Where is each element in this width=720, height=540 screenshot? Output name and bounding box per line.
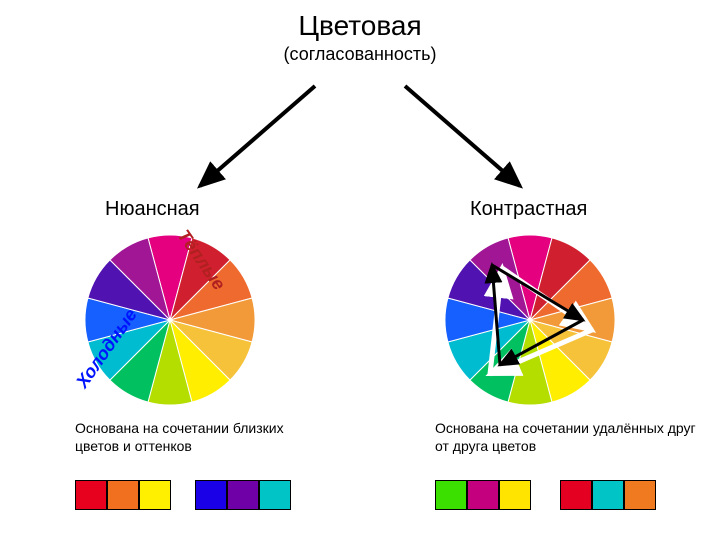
color-swatch [259, 480, 291, 510]
left-caption: Основана на сочетании близких цветов и о… [75, 420, 305, 455]
color-swatch [467, 480, 499, 510]
color-swatch [75, 480, 107, 510]
color-swatch [435, 480, 467, 510]
color-swatch [560, 480, 592, 510]
right-branch-label: Контрастная [470, 198, 587, 221]
color-wheel-right [440, 230, 620, 410]
color-swatch [624, 480, 656, 510]
swatch-group-left-b [195, 480, 291, 510]
arrow-left-icon [200, 86, 315, 186]
right-caption: Основана на сочетании удалённых друг от … [435, 420, 705, 455]
swatch-group-right-b [560, 480, 656, 510]
color-swatch [499, 480, 531, 510]
color-wheel-left [80, 230, 260, 410]
swatch-group-right-a [435, 480, 531, 510]
arrow-right-icon [405, 86, 520, 186]
swatch-group-left-a [75, 480, 171, 510]
left-branch-label: Нюансная [105, 198, 200, 221]
color-swatch [139, 480, 171, 510]
color-swatch [227, 480, 259, 510]
color-swatch [195, 480, 227, 510]
color-swatch [107, 480, 139, 510]
color-swatch [592, 480, 624, 510]
